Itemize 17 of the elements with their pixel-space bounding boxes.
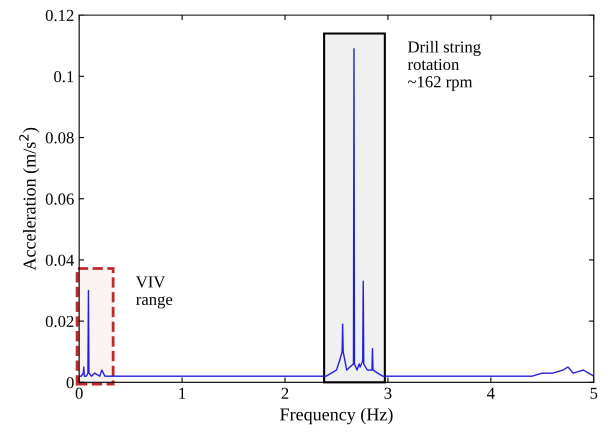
y-tick-label: 0 bbox=[66, 377, 74, 388]
x-tick-label: 2 bbox=[282, 388, 288, 399]
y-tick-label: 0.12 bbox=[46, 10, 74, 22]
y-tick-label: 0.02 bbox=[46, 316, 74, 328]
y-tick-label: 0.1 bbox=[54, 71, 74, 82]
band-label: Drill string rotation ~162 rpm bbox=[408, 40, 481, 91]
x-axis-title: Frequency (Hz) bbox=[280, 408, 393, 424]
y-tick-label: 0.08 bbox=[46, 132, 74, 144]
x-tick-label: 3 bbox=[384, 388, 392, 399]
y-tick-label: 0.04 bbox=[46, 254, 74, 266]
x-tick-label: 5 bbox=[590, 388, 598, 399]
x-tick-label: 1 bbox=[179, 388, 186, 399]
y-tick-label: 0.06 bbox=[46, 193, 74, 205]
x-tick-label: 0 bbox=[76, 388, 83, 399]
y-axis-title: Acceleration (m/s$^{2}$) bbox=[19, 128, 40, 270]
x-tick-label: 4 bbox=[487, 388, 495, 399]
band-label: VIV range bbox=[136, 276, 172, 308]
